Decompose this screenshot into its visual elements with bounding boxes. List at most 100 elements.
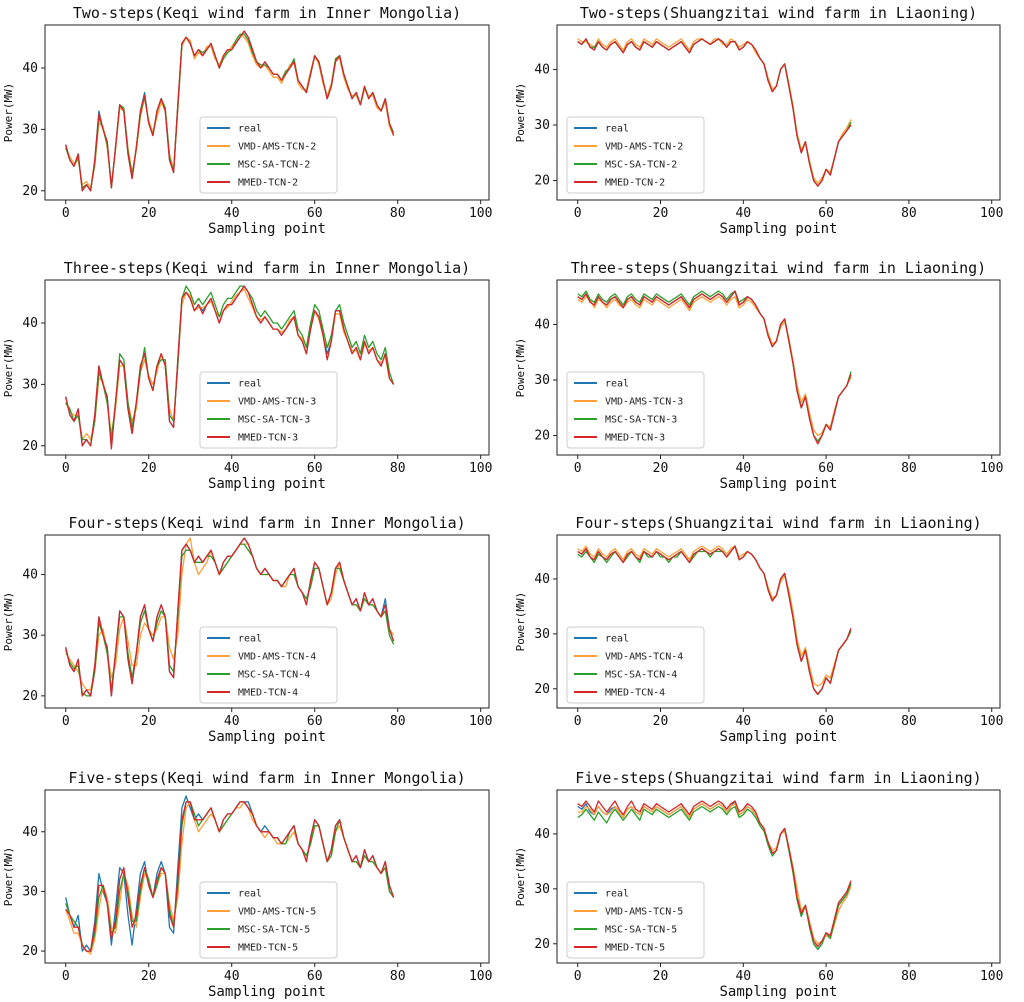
legend [199,371,338,449]
legend [199,626,338,704]
x-tick-label: 20 [141,969,157,984]
chart-panel: Five-steps(Shuangzitai wind farm in Liao… [514,769,1003,1000]
x-axis-label: Sampling point [208,984,326,1000]
x-tick-label: 20 [141,206,157,221]
y-tick-label: 40 [534,62,550,77]
x-tick-label: 0 [574,461,582,476]
x-tick-label: 40 [224,714,240,729]
legend-label: MMED-TCN-5 [605,943,665,954]
chart-panel: Three-steps(Keqi wind farm in Inner Mong… [2,259,492,492]
y-tick-label: 40 [534,827,550,842]
y-tick-label: 30 [534,882,550,897]
legend [199,881,338,959]
series-line-vmd-ams-tcn [577,545,852,687]
series-line-mmed-tcn [65,801,395,952]
legend-label: real [238,124,262,135]
series-line-msc-sa-tcn [65,543,395,697]
legend-label: MSC-SA-TCN-5 [605,925,677,936]
legend-label: MSC-SA-TCN-4 [238,670,310,681]
x-tick-label: 0 [62,461,70,476]
x-tick-label: 40 [224,461,240,476]
legend-label: VMD-AMS-TCN-3 [605,397,683,408]
legend-label: MSC-SA-TCN-3 [605,415,677,426]
series-line-mmed-tcn [577,545,852,695]
x-tick-label: 80 [390,461,406,476]
chart-title: Two-steps(Shuangzitai wind farm in Liaon… [580,4,977,22]
x-tick-label: 100 [469,714,492,729]
x-tick-label: 40 [735,461,751,476]
y-tick-label: 30 [534,118,550,133]
legend [566,116,705,194]
x-tick-label: 100 [980,461,1003,476]
x-axis-label: Sampling point [719,729,837,745]
y-tick-label: 20 [22,944,38,959]
x-tick-label: 80 [901,969,917,984]
x-tick-label: 60 [818,969,834,984]
series-line-mmed-tcn [65,537,395,697]
x-tick-label: 60 [307,969,323,984]
chart-title: Four-steps(Keqi wind farm in Inner Mongo… [68,514,465,532]
y-tick-label: 40 [22,567,38,582]
series-line-mmed-tcn [577,800,852,948]
legend-label: real [605,379,629,390]
legend-label: MMED-TCN-5 [238,943,298,954]
series-line-msc-sa-tcn [65,285,395,447]
x-tick-label: 20 [653,714,669,729]
legend-label: VMD-AMS-TCN-2 [605,142,683,153]
x-tick-label: 40 [224,969,240,984]
x-tick-label: 0 [62,714,70,729]
legend [199,116,338,194]
chart-title: Three-steps(Shuangzitai wind farm in Lia… [571,259,986,277]
x-tick-label: 0 [62,206,70,221]
y-tick-label: 30 [22,628,38,643]
chart-panel: Two-steps(Keqi wind farm in Inner Mongol… [2,4,492,237]
x-tick-label: 20 [653,206,669,221]
x-tick-label: 80 [390,714,406,729]
x-tick-label: 20 [141,714,157,729]
y-tick-label: 20 [534,429,550,444]
y-tick-label: 20 [22,439,38,454]
series-line-mmed-tcn [65,30,395,192]
chart-title: Three-steps(Keqi wind farm in Inner Mong… [64,259,470,277]
x-tick-label: 100 [980,714,1003,729]
x-tick-label: 40 [735,206,751,221]
legend-label: MMED-TCN-2 [238,178,298,189]
legend [566,626,705,704]
y-tick-label: 40 [534,317,550,332]
legend-label: MSC-SA-TCN-4 [605,670,677,681]
y-axis-label: Power(MW) [2,847,15,907]
x-tick-label: 60 [307,714,323,729]
series-line-mmed-tcn [65,285,395,450]
legend-label: VMD-AMS-TCN-2 [238,142,316,153]
x-tick-label: 20 [653,969,669,984]
x-tick-label: 60 [818,461,834,476]
x-tick-label: 60 [818,714,834,729]
x-tick-label: 0 [62,969,70,984]
x-tick-label: 0 [574,714,582,729]
x-tick-label: 100 [469,461,492,476]
y-tick-label: 20 [534,174,550,189]
x-axis-label: Sampling point [208,476,326,492]
x-tick-label: 40 [224,206,240,221]
y-tick-label: 30 [22,122,38,137]
x-axis-label: Sampling point [719,221,837,237]
legend-label: VMD-AMS-TCN-5 [605,907,683,918]
chart-panel: Three-steps(Shuangzitai wind farm in Lia… [514,259,1003,492]
y-tick-label: 20 [534,937,550,952]
x-tick-label: 100 [980,206,1003,221]
x-axis-label: Sampling point [719,476,837,492]
chart-title: Two-steps(Keqi wind farm in Inner Mongol… [73,4,461,22]
y-axis-label: Power(MW) [2,592,15,652]
chart-panel: Four-steps(Shuangzitai wind farm in Liao… [514,514,1003,745]
y-tick-label: 30 [534,627,550,642]
legend-label: real [605,634,629,645]
y-tick-label: 30 [534,373,550,388]
legend-label: MSC-SA-TCN-3 [238,415,310,426]
legend-label: real [238,634,262,645]
legend-label: real [605,124,629,135]
series-line-mmed-tcn [577,290,852,445]
legend-label: MMED-TCN-3 [605,433,665,444]
legend [566,371,705,449]
legend-label: MMED-TCN-2 [605,178,665,189]
